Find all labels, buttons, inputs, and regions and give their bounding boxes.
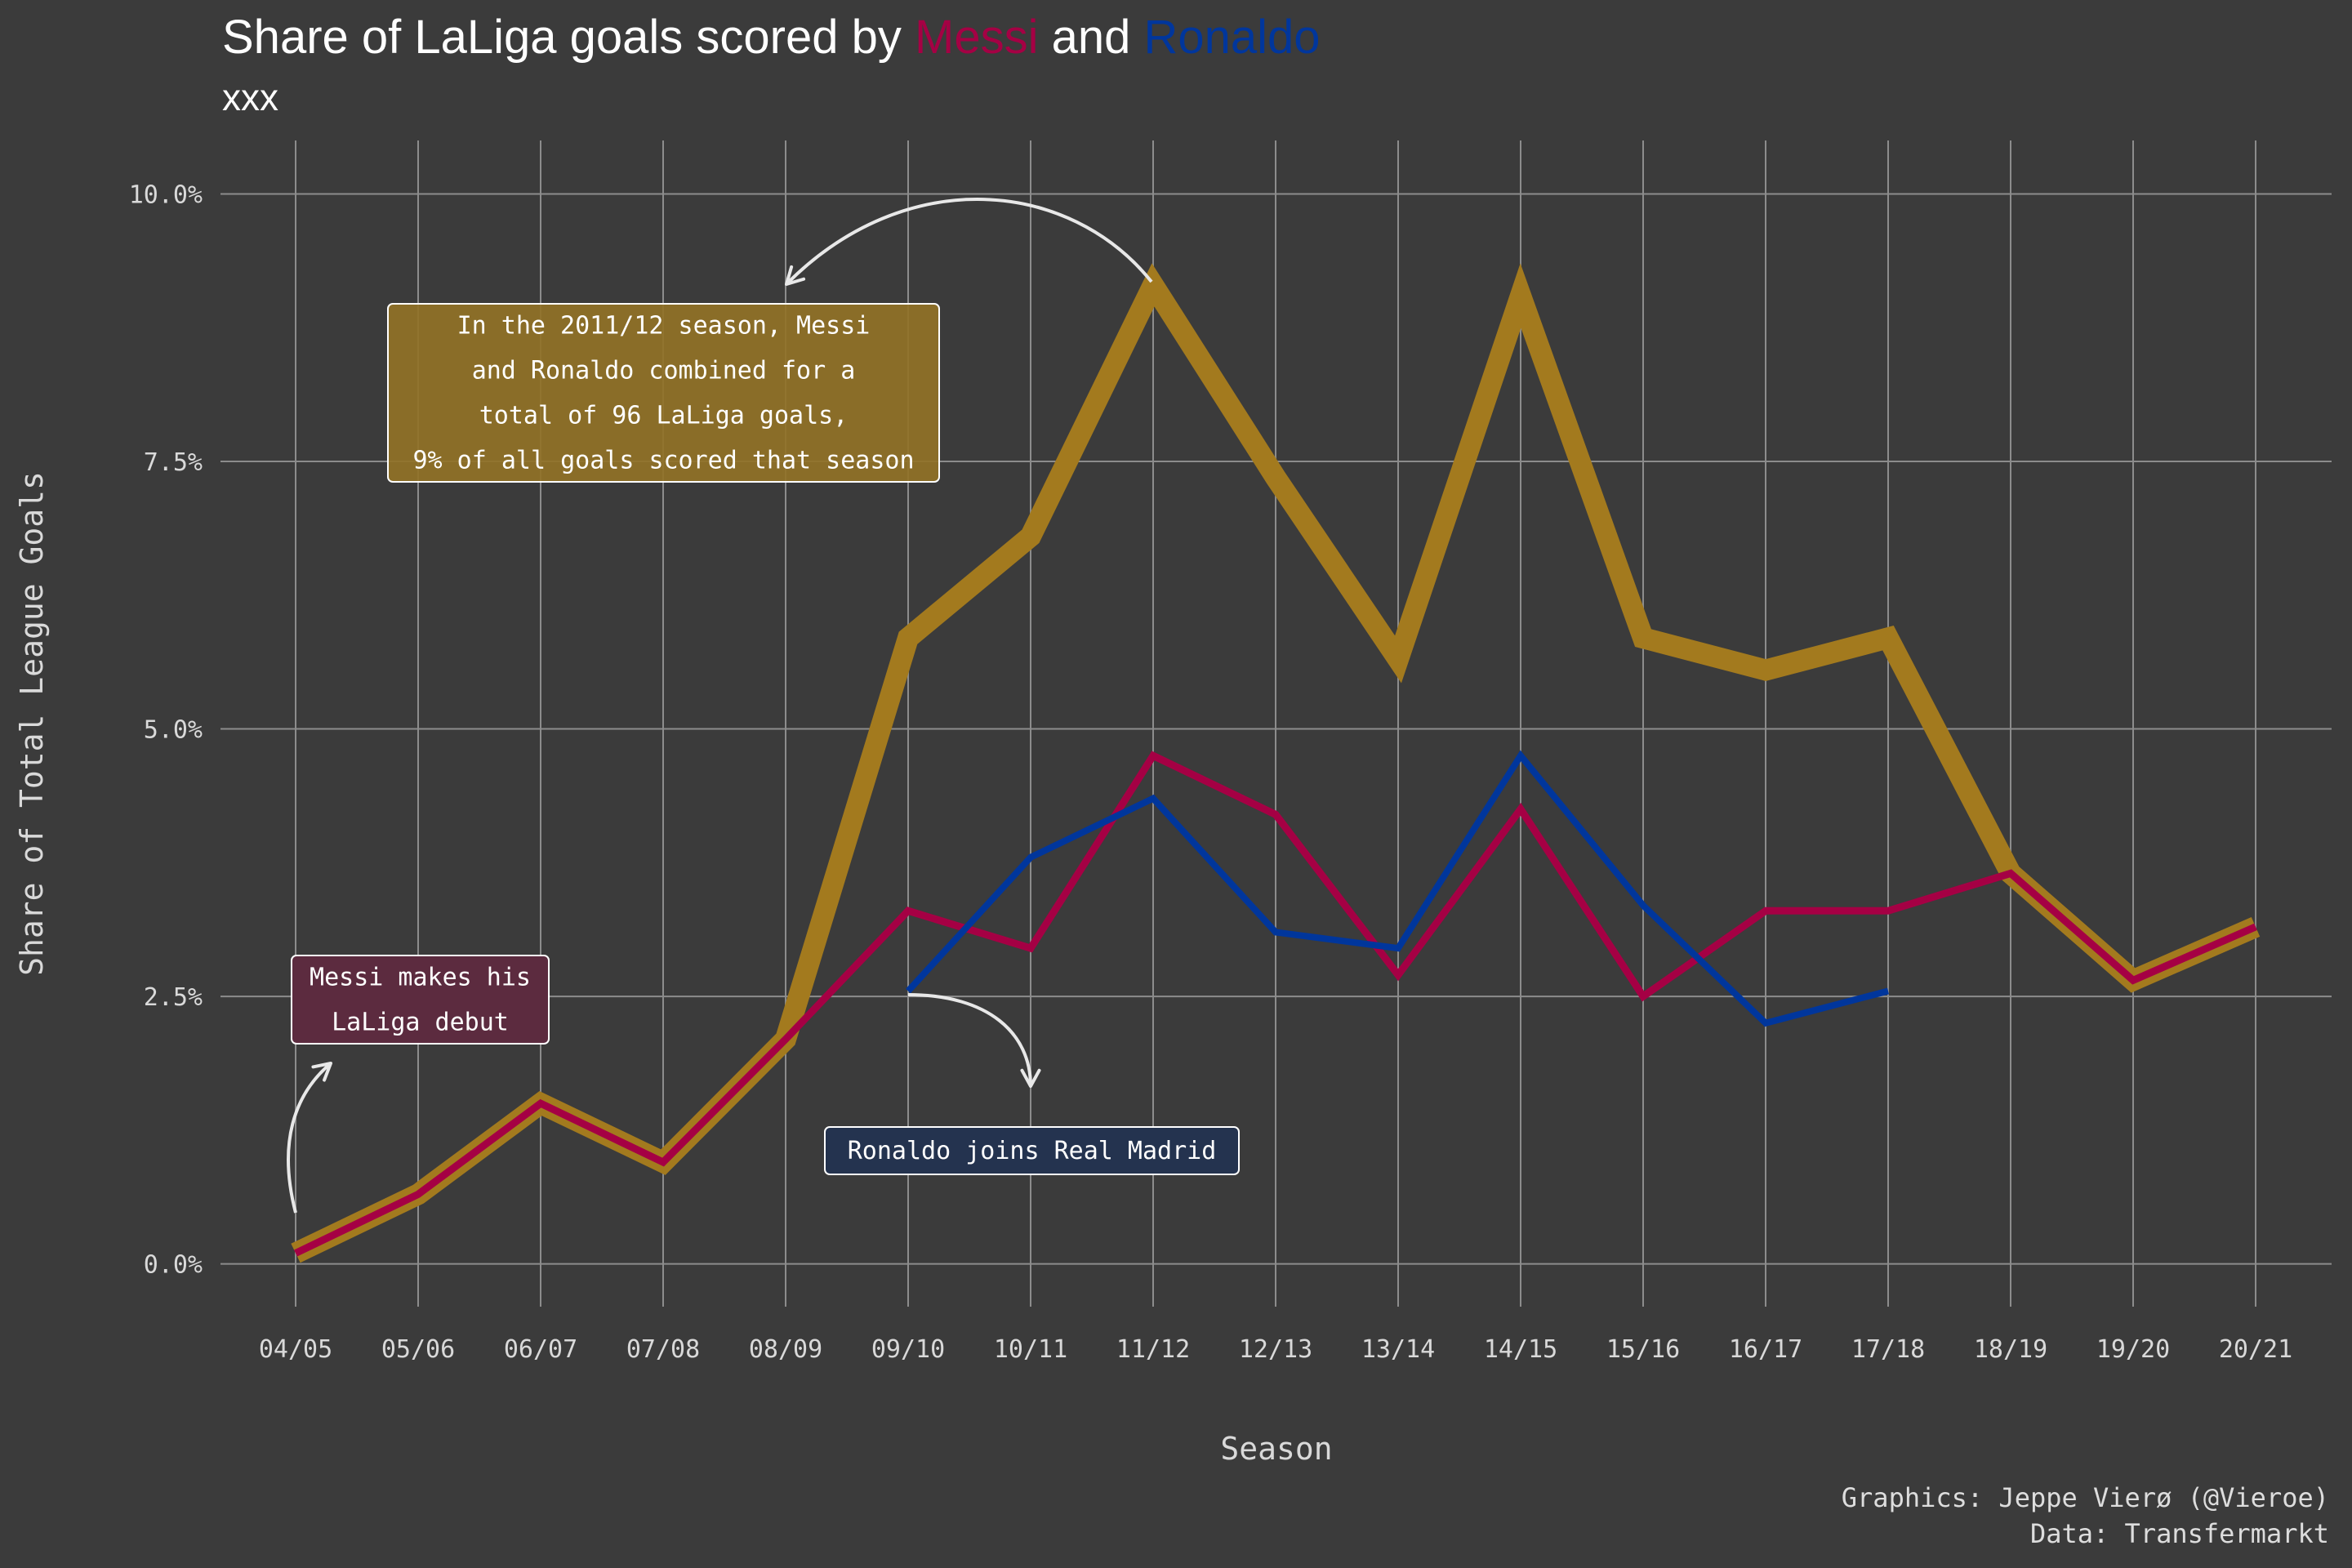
title-messi: Messi [915,11,1039,64]
y-tick-label: 2.5% [144,983,203,1012]
caption-credit: Graphics: Jeppe Vierø (@Vieroe) [1841,1482,2329,1513]
caption: Graphics: Jeppe Vierø (@Vieroe) Data: Tr… [1842,1480,2329,1552]
x-tick-label: 14/15 [1484,1335,1557,1364]
annotation-arrow-ronaldo [907,993,1032,1087]
title-middle: and [1038,11,1144,64]
x-tick-label: 04/05 [259,1335,332,1364]
annotation-text: 9% of all goals scored that season [412,447,914,475]
annotation-text: In the 2011/12 season, Messi [457,312,871,341]
x-tick-label: 08/09 [749,1335,822,1364]
arrowhead-messi [311,1062,332,1082]
x-tick-label: 15/16 [1606,1335,1680,1364]
annotation-arrow-combined [785,198,1153,286]
x-axis-title: Season [1220,1431,1332,1467]
y-tick-label: 5.0% [144,716,203,745]
annotation-text: Messi makes his [310,964,531,992]
x-tick-label: 05/06 [381,1335,455,1364]
x-tick-label: 13/14 [1361,1335,1435,1364]
annotation-box [387,303,940,483]
chart-title: Share of LaLiga goals scored by Messi an… [222,10,1321,65]
x-tick-label: 06/07 [504,1335,577,1364]
x-tick-label: 07/08 [626,1335,700,1364]
x-tick-label: 09/10 [871,1335,945,1364]
annotation-box [824,1126,1240,1175]
arrowhead-combined [785,265,806,286]
x-tick-label: 16/17 [1729,1335,1802,1364]
arrowhead-ronaldo [1020,1068,1041,1088]
chart-subtitle: xxx [222,76,278,118]
x-tick-label: 11/12 [1116,1335,1190,1364]
y-tick-label: 7.5% [144,448,203,477]
y-axis-title: Share of Total League Goals [14,471,50,976]
annotation-text: total of 96 LaLiga goals, [479,402,849,430]
x-tick-label: 17/18 [1851,1335,1925,1364]
caption-source: Data: Transfermarkt [2029,1518,2329,1549]
messi-series-line [294,751,2257,1257]
annotation-text: and Ronaldo combined for a [472,357,856,385]
title-prefix: Share of LaLiga goals scored by [222,11,915,64]
annotation-text: Ronaldo joins Real Madrid [848,1137,1217,1165]
annotation-box [291,955,550,1045]
y-tick-label: 0.0% [144,1251,203,1280]
x-tick-label: 20/21 [2219,1335,2292,1364]
y-tick-label: 10.0% [129,181,203,210]
x-tick-label: 18/19 [1974,1335,2047,1364]
annotation-arrow-messi [287,1062,332,1214]
x-tick-label: 19/20 [2096,1335,2170,1364]
title-ronaldo: Ronaldo [1143,11,1321,64]
x-tick-label: 10/11 [994,1335,1067,1364]
annotation-text: LaLiga debut [332,1009,509,1037]
x-tick-label: 12/13 [1239,1335,1312,1364]
ronaldo-series-line [906,750,1890,1027]
